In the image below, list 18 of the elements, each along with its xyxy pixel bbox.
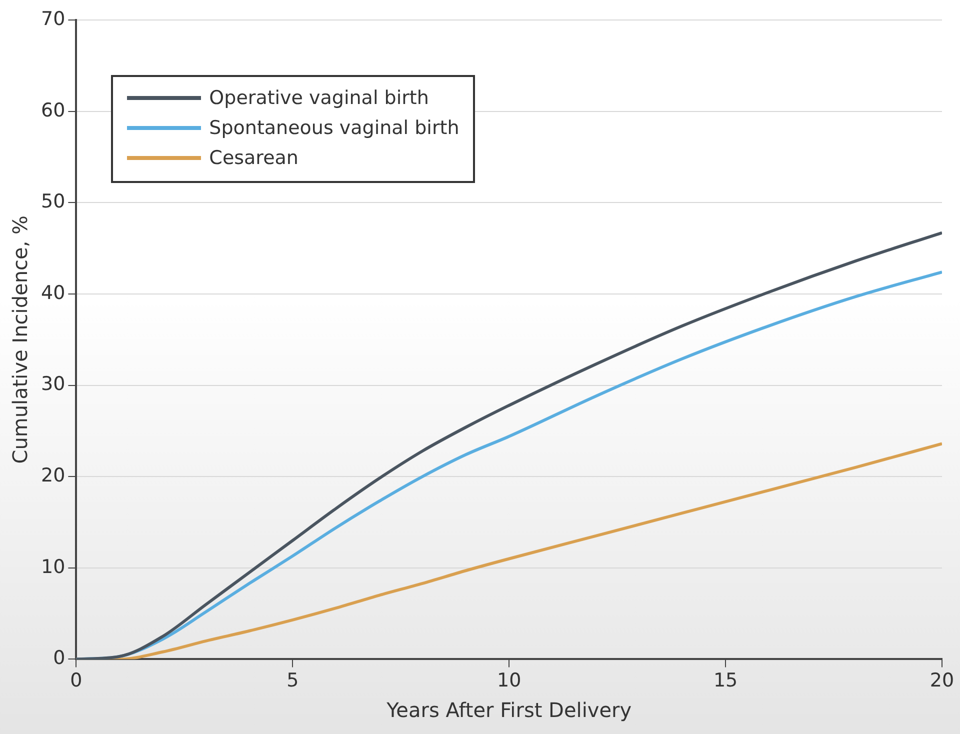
legend-label: Operative vaginal birth [208, 86, 430, 111]
y-tick-label: 30 [40, 373, 66, 396]
y-tick-label: 60 [40, 99, 66, 122]
x-tick-label: 5 [286, 670, 299, 692]
x-tick-label: 20 [930, 670, 954, 692]
y-axis-title: Cumulative Incidence, % [8, 215, 32, 464]
y-tick-label: 20 [40, 464, 66, 487]
x-tick-label: 15 [713, 670, 738, 692]
y-tick-label: 70 [40, 8, 66, 30]
x-tick-label: 10 [496, 670, 522, 692]
x-tick-label: 0 [70, 670, 82, 692]
y-tick-label: 0 [53, 647, 66, 670]
y-tick-label: 40 [40, 282, 66, 304]
x-axis-title: Years After First Delivery [386, 698, 632, 722]
y-tick-label: 10 [40, 556, 66, 578]
legend-label: Cesarean [208, 146, 300, 171]
y-tick-label: 50 [40, 190, 66, 213]
legend-label: Spontaneous vaginal birth [208, 116, 460, 141]
